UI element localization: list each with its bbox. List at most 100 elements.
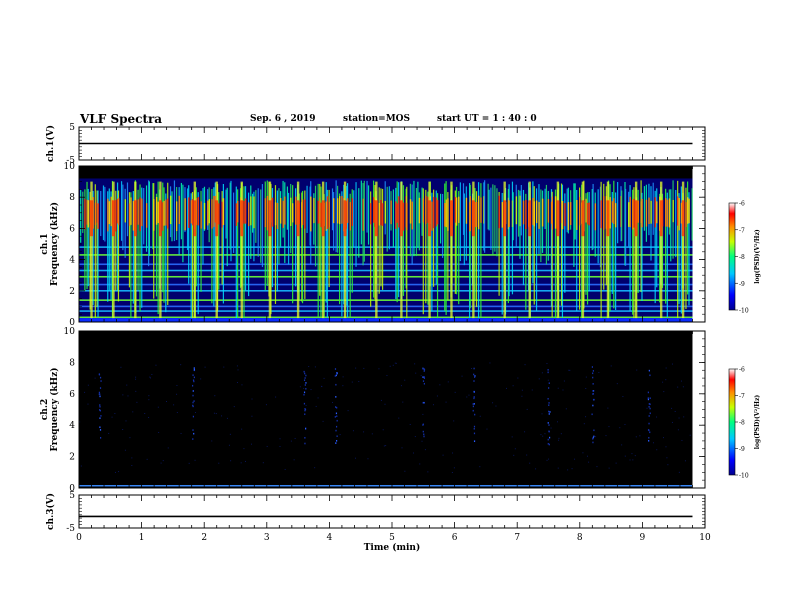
ch1-spec-stripe [459, 182, 461, 262]
ch1-spec-core [586, 202, 589, 225]
ch2-spec-event [98, 409, 101, 411]
ch2-spec-event [592, 404, 594, 407]
ch1-spec-burst [112, 181, 115, 321]
ch1-spec-core [349, 202, 351, 231]
ch1-spec-stripe [474, 187, 476, 300]
ch2-spec-speckle [615, 462, 617, 464]
ch1-spec-burst [321, 181, 325, 321]
ch1-spec-core [402, 202, 405, 231]
ch1-spec-core [533, 201, 536, 227]
ch2-spec-speckle [243, 448, 245, 450]
ch2-spec-speckle [284, 468, 286, 470]
ch1-spec-core [380, 200, 382, 226]
ch2-spec-event [473, 397, 475, 400]
ch1-spec-stripe [522, 189, 525, 286]
ch2-spec-speckle [148, 395, 150, 397]
ch1-spec-stripe [314, 185, 317, 267]
ch2-spec-speckle [275, 396, 277, 398]
ch1-spec-burst-core [399, 200, 403, 237]
ch1-spec-stripe [532, 181, 534, 284]
ch1-spec-stripe [490, 187, 492, 250]
ch2-spec-speckle [452, 452, 454, 454]
ch2-spec-speckle [402, 401, 404, 403]
ch1-spec-stripe [425, 189, 427, 304]
ch1-spec-stripe [222, 183, 224, 304]
ch2-spec-speckle [427, 471, 429, 473]
ch2-spec-speckle [565, 408, 567, 410]
ch1-spec-stripe [381, 188, 384, 290]
ch1-spec-stripe [605, 186, 607, 286]
ch1-spec-core [567, 202, 570, 231]
ch2-spec-speckle [541, 372, 543, 374]
ch2-spec-speckle [384, 403, 386, 405]
ch2-spec-event [648, 403, 650, 405]
ch1-spec-stripe [230, 180, 232, 262]
ch2-spec-speckle [146, 458, 148, 460]
ch1-spec-stripe [440, 193, 442, 244]
ch1-spec-stripe [585, 193, 587, 295]
ch2_spec-ytick-label: 6 [69, 390, 75, 400]
ch2-spec-speckle [308, 366, 310, 368]
ch1-spec-stripe [130, 192, 132, 318]
start-time-label: start UT = 1 : 40 : 0 [437, 114, 537, 124]
ch2-spec-event [99, 404, 101, 406]
ch2-spec-event [305, 382, 307, 384]
ch1-spec-stripe [117, 190, 120, 302]
ch1-spec-stripe [243, 186, 245, 321]
ch2-spec-speckle [218, 462, 220, 464]
ch1-spec-stripe [396, 181, 398, 303]
ch1-spec-core [433, 197, 435, 229]
ch1-spec-stripe [232, 192, 235, 253]
ch1-spec-core [248, 202, 250, 227]
ch2-spec-event [423, 433, 425, 436]
ch1-spec-line [79, 263, 693, 266]
ch1-spec-core [477, 195, 480, 230]
ch1-spec-core [685, 202, 687, 228]
ch1_spec-ytick-label: 4 [69, 256, 75, 266]
ch2-spec-speckle [544, 433, 546, 435]
ch1-spec-stripe [190, 193, 192, 321]
ch1-spec-burst-core [158, 200, 162, 237]
ch1-spec-stripe [271, 188, 274, 288]
xtick-label: 10 [699, 533, 711, 543]
ch2-spec-event [647, 391, 649, 394]
ch2-spec-speckle [489, 362, 491, 364]
ch1-spec-core [108, 201, 111, 225]
ch2-spec-event [192, 401, 194, 404]
ch2-spec-event [99, 376, 102, 379]
ch1-spec-stripe [173, 180, 176, 242]
ch1-spec-core [178, 195, 180, 224]
ch1-spec-core [301, 199, 304, 226]
ch2-spec-ylabel-line: ch.2 [40, 399, 50, 420]
ch2-spec-event [192, 394, 194, 397]
ch1-spec-core [447, 198, 449, 231]
ch2-spec-speckle [165, 400, 167, 402]
ch2-spec-speckle [535, 468, 537, 470]
ch2-spec-speckle [111, 416, 113, 418]
ch1-spec-stripe [609, 184, 611, 312]
ch2-spec-speckle [305, 404, 307, 406]
ch1-spec-stripe [686, 181, 689, 295]
ch1-spec-core [325, 201, 327, 231]
ch2-spec-speckle [521, 389, 523, 391]
ch2-spec-speckle [422, 413, 424, 415]
ch1-spec-core [86, 199, 88, 225]
ch2-spec-event [192, 404, 194, 407]
ch1-spec-stripe [89, 191, 91, 310]
ch2-spec-event [100, 415, 102, 417]
ch2-spec-speckle [351, 381, 353, 383]
ch1-spec-stripe [180, 182, 182, 240]
ch1-spec-stripe [355, 182, 357, 267]
ch2-spec-speckle [167, 447, 169, 449]
ch1-spec-core [115, 200, 117, 232]
ch1-spec-core [384, 200, 387, 224]
ch2-spec-event [193, 367, 195, 369]
ch2-spec-speckle [358, 381, 360, 383]
ch3_volt-ytick-label: 5 [69, 491, 75, 501]
ch1-spec-stripe [188, 185, 190, 284]
ch2-spec-speckle [546, 459, 548, 461]
ch2-spec-speckle [646, 407, 648, 409]
ch2-spec-event [648, 369, 650, 372]
ch1-spec-stripe [257, 188, 259, 257]
ch1-spec-stripe [317, 183, 319, 317]
